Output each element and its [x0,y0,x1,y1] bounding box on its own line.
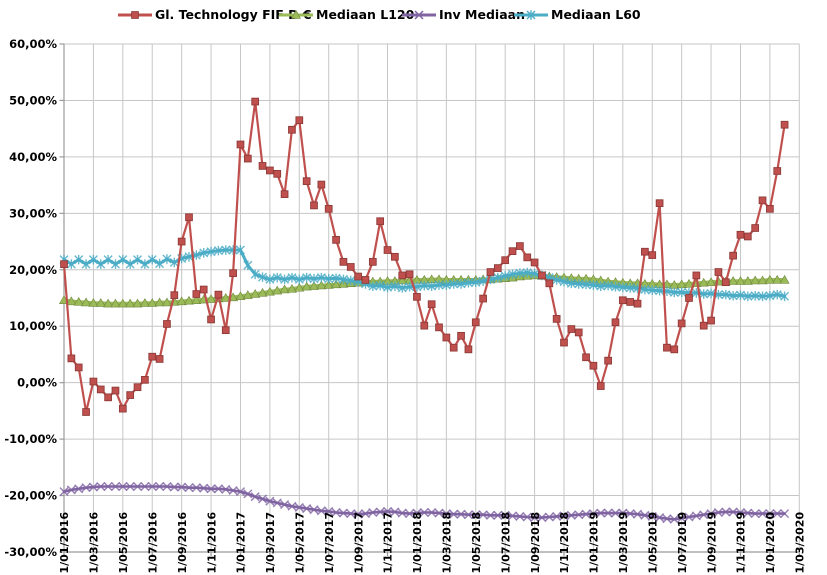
svg-text:60,00%: 60,00% [9,37,57,51]
svg-text:1/03/2017: 1/03/2017 [264,512,277,574]
svg-text:1/07/2017: 1/07/2017 [323,512,336,574]
svg-text:40,00%: 40,00% [9,150,57,164]
svg-text:1/03/2016: 1/03/2016 [88,512,101,574]
svg-text:1/09/2019: 1/09/2019 [705,512,718,574]
svg-text:30,00%: 30,00% [9,206,57,220]
legend-label: Mediaan L60 [551,7,641,22]
svg-text:1/01/2018: 1/01/2018 [411,512,424,574]
legend-marker-x-icon [402,9,436,21]
y-axis-labels: 60,00% 50,00% 40,00% 30,00% 20,00% 10,00% 0,00… [4,37,57,559]
legend-label: Mediaan L120 [316,7,415,22]
svg-text:1/03/2019: 1/03/2019 [617,512,630,574]
svg-text:1/01/2017: 1/01/2017 [235,512,248,574]
x-axis-labels: 1/01/2016 1/03/2016 1/05/2016 1/07/2016 1/09… [58,512,806,574]
svg-text:1/01/2016: 1/01/2016 [58,512,71,574]
svg-text:1/11/2016: 1/11/2016 [205,512,218,574]
series-inv-mediaan[interactable] [59,481,790,524]
svg-text:1/05/2016: 1/05/2016 [117,512,130,574]
svg-text:1/11/2018: 1/11/2018 [558,512,571,574]
svg-text:1/09/2016: 1/09/2016 [176,512,189,574]
svg-text:1/01/2020: 1/01/2020 [764,512,777,574]
svg-text:1/01/2019: 1/01/2019 [588,512,601,574]
legend-label: Inv Mediaan [439,7,525,22]
legend-item-gl-technology[interactable]: Gl. Technology FIF D € [118,6,312,24]
svg-text:1/11/2019: 1/11/2019 [735,512,748,574]
legend-marker-triangle-icon [279,9,313,21]
legend-item-mediaan-l60[interactable]: Mediaan L60 [514,6,641,24]
chart-legend: Gl. Technology FIF D € Mediaan L120 Inv … [0,6,827,26]
svg-text:1/07/2016: 1/07/2016 [146,512,159,574]
svg-text:1/09/2018: 1/09/2018 [529,512,542,574]
legend-label: Gl. Technology FIF D € [155,7,312,22]
svg-text:50,00%: 50,00% [9,93,57,107]
legend-item-mediaan-l120[interactable]: Mediaan L120 [279,6,414,24]
legend-marker-star-icon [514,9,548,21]
svg-text:1/03/2020: 1/03/2020 [794,512,807,574]
legend-marker-square-icon [118,9,152,21]
svg-text:1/11/2017: 1/11/2017 [382,512,395,574]
svg-text:1/07/2019: 1/07/2019 [676,512,689,574]
svg-text:20,00%: 20,00% [9,263,57,277]
svg-text:10,00%: 10,00% [9,319,57,333]
svg-text:1/05/2019: 1/05/2019 [646,512,659,574]
svg-text:-20,00%: -20,00% [4,489,57,503]
svg-text:-10,00%: -10,00% [4,432,57,446]
svg-text:1/05/2017: 1/05/2017 [294,512,307,574]
series-mediaan-l120[interactable] [58,270,790,308]
series-gl-technology-fif-d[interactable] [60,97,789,416]
svg-text:0,00%: 0,00% [17,376,57,390]
svg-text:1/09/2017: 1/09/2017 [352,512,365,574]
legend-item-inv-mediaan[interactable]: Inv Mediaan [402,6,525,24]
svg-text:-30,00%: -30,00% [4,545,57,559]
svg-text:1/05/2018: 1/05/2018 [470,512,483,574]
svg-text:1/07/2018: 1/07/2018 [499,512,512,574]
series-mediaan-l60[interactable] [59,245,790,302]
svg-text:1/03/2018: 1/03/2018 [441,512,454,574]
